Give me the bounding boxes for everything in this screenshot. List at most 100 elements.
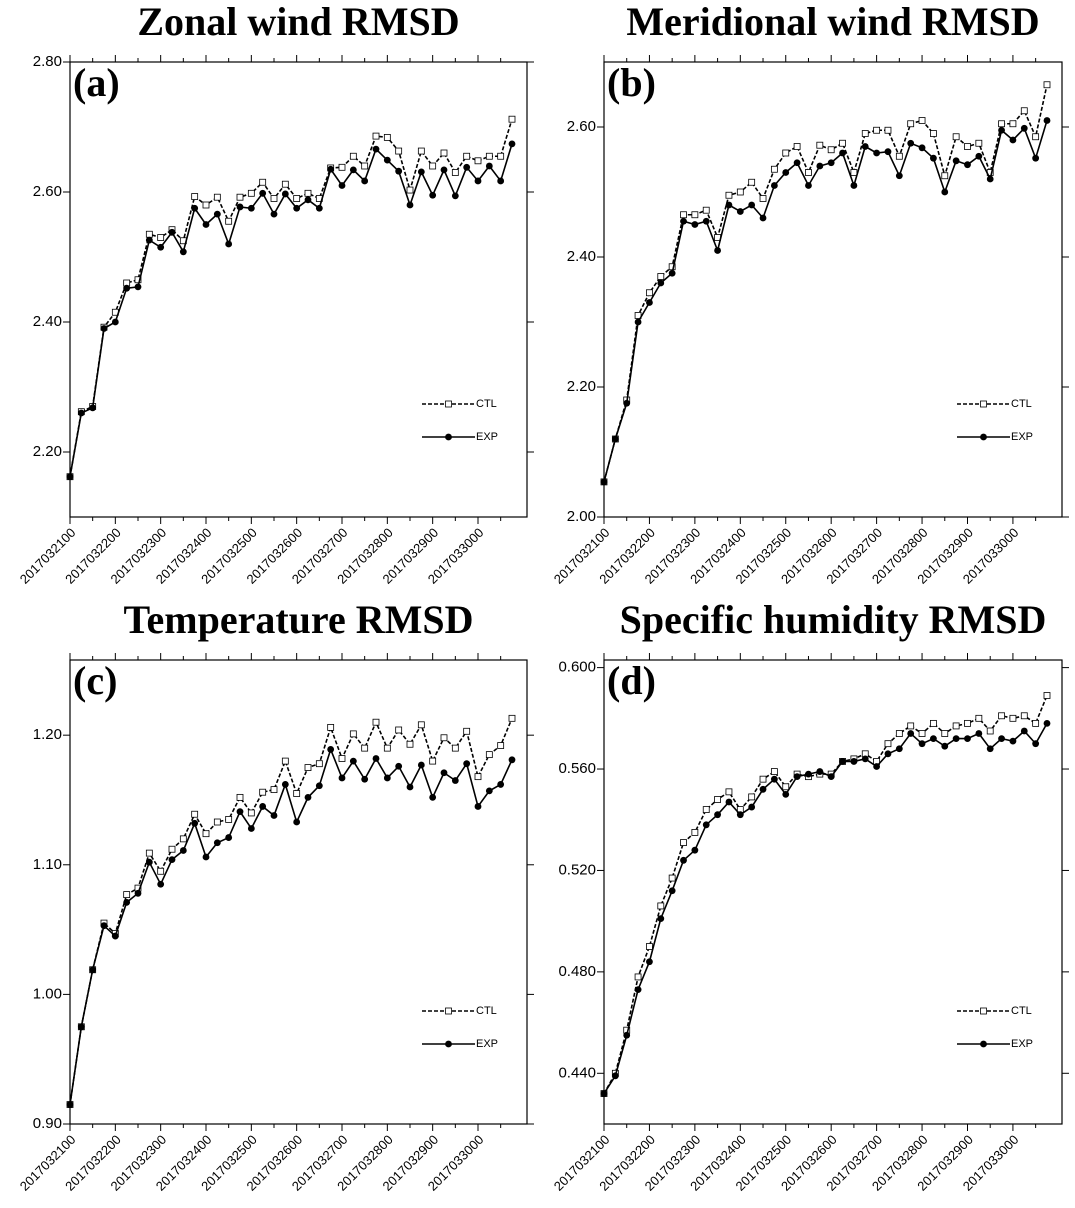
data-point xyxy=(338,774,346,782)
data-point xyxy=(691,221,699,228)
data-point xyxy=(623,1031,631,1039)
data-point xyxy=(782,790,790,798)
y-tick-label: 0.600 xyxy=(558,659,596,676)
data-point xyxy=(100,325,108,332)
data-point xyxy=(293,818,301,826)
data-point xyxy=(429,757,437,765)
data-point xyxy=(895,730,903,737)
data-point xyxy=(259,189,267,197)
data-point xyxy=(975,730,983,737)
legend-label: EXP xyxy=(1011,431,1033,443)
data-point xyxy=(225,217,233,225)
series-line xyxy=(69,747,513,1105)
data-point xyxy=(463,163,471,171)
data-point xyxy=(259,788,267,796)
data-point xyxy=(691,211,699,219)
data-point xyxy=(179,835,187,843)
data-point xyxy=(247,204,255,212)
data-point xyxy=(451,192,459,200)
data-point xyxy=(281,781,289,788)
data-point xyxy=(930,719,937,727)
data-point xyxy=(691,829,699,836)
data-point xyxy=(168,228,176,236)
data-point xyxy=(168,845,176,853)
data-point xyxy=(225,240,233,248)
legend-marker xyxy=(445,1040,452,1048)
data-point xyxy=(714,796,721,803)
data-point xyxy=(497,781,505,788)
data-point xyxy=(202,201,210,209)
data-point xyxy=(123,898,131,906)
data-point xyxy=(417,761,425,769)
data-point xyxy=(179,847,187,854)
data-point xyxy=(952,735,960,743)
data-point xyxy=(157,243,165,251)
data-point xyxy=(1032,740,1040,748)
data-point xyxy=(793,143,801,150)
data-point xyxy=(611,1072,619,1080)
data-point xyxy=(998,126,1005,134)
data-point xyxy=(725,798,733,806)
y-tick-label: 0.520 xyxy=(558,861,596,878)
data-point xyxy=(191,193,199,200)
data-point xyxy=(986,727,994,735)
data-point xyxy=(1009,120,1017,128)
legend-label: CTL xyxy=(476,398,497,410)
data-point xyxy=(680,856,687,864)
data-point xyxy=(736,811,744,819)
plot-frame xyxy=(603,659,1063,1125)
data-point xyxy=(918,117,926,124)
data-point xyxy=(634,973,642,981)
data-point xyxy=(293,790,301,797)
panel: Temperature RMSD(c)0.901.001.101.2020170… xyxy=(17,597,534,1194)
data-point xyxy=(975,139,983,147)
data-point xyxy=(213,839,221,847)
data-point xyxy=(406,201,414,209)
data-point xyxy=(884,740,892,748)
data-point xyxy=(395,167,403,175)
data-point xyxy=(349,152,357,160)
data-point xyxy=(451,777,459,784)
data-point xyxy=(782,149,790,157)
data-point xyxy=(123,891,131,898)
data-point xyxy=(646,289,653,297)
data-point xyxy=(168,856,176,863)
data-point xyxy=(884,750,892,758)
plot-frame xyxy=(69,61,528,518)
data-point xyxy=(827,773,835,781)
data-point xyxy=(395,762,403,770)
data-point xyxy=(748,201,756,209)
data-point xyxy=(327,746,335,753)
data-point xyxy=(759,214,767,222)
data-point xyxy=(907,120,915,128)
data-point xyxy=(1020,107,1028,115)
data-point xyxy=(202,830,210,838)
data-point xyxy=(270,812,278,819)
data-point xyxy=(451,744,459,752)
data-point xyxy=(975,152,983,160)
y-tick-label: 1.00 xyxy=(33,985,62,1002)
data-point xyxy=(451,169,459,176)
data-point xyxy=(395,147,403,155)
data-point xyxy=(463,727,471,735)
data-point xyxy=(1032,133,1040,141)
data-point xyxy=(668,269,676,277)
data-point xyxy=(236,808,244,816)
data-point xyxy=(236,793,244,801)
data-point xyxy=(474,177,482,185)
data-point xyxy=(714,247,721,254)
data-point xyxy=(497,742,505,749)
y-tick-label: 1.20 xyxy=(33,726,62,743)
data-point xyxy=(259,803,267,810)
data-point xyxy=(998,120,1005,128)
data-point xyxy=(315,204,323,212)
data-point xyxy=(225,816,233,823)
data-point xyxy=(941,188,949,196)
data-point xyxy=(930,154,937,162)
data-point xyxy=(998,712,1005,720)
data-point xyxy=(1043,692,1051,699)
data-point xyxy=(759,785,767,793)
data-point xyxy=(89,404,97,412)
data-point xyxy=(952,157,960,165)
data-point xyxy=(657,902,665,910)
